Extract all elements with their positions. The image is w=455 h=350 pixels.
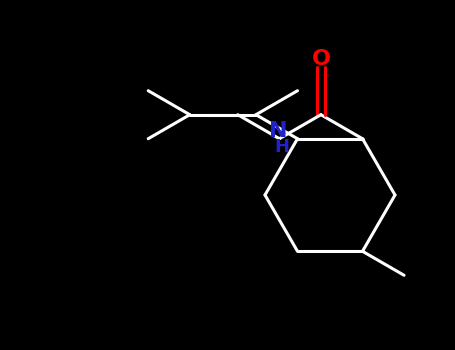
Text: H: H: [275, 138, 290, 156]
Text: O: O: [311, 49, 330, 69]
Text: N: N: [269, 121, 288, 141]
